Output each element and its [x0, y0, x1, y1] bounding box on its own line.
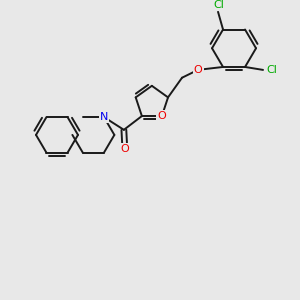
Text: O: O: [158, 111, 166, 121]
Text: N: N: [100, 112, 108, 122]
Text: O: O: [194, 65, 203, 75]
Text: Cl: Cl: [267, 65, 278, 75]
Text: O: O: [121, 145, 129, 154]
Text: Cl: Cl: [214, 0, 224, 10]
